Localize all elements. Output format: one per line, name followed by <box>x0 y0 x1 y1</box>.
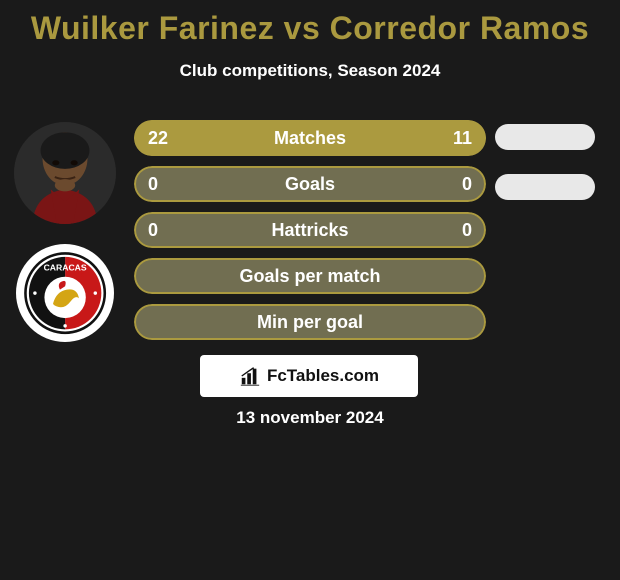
club-crest-icon: CARACAS F.C. <box>22 250 108 336</box>
stat-rows: 2211Matches 00Goals 00Hattricks Goals per m… <box>134 120 486 340</box>
stat-label: Goals per match <box>134 266 486 287</box>
stat-row: 00Goals <box>134 166 486 202</box>
stat-row: 00Hattricks <box>134 212 486 248</box>
right-player-column <box>490 124 600 200</box>
right-avatar-placeholder-1 <box>495 124 595 150</box>
page-title: Wuilker Farinez vs Corredor Ramos <box>0 0 620 47</box>
page-subtitle: Club competitions, Season 2024 <box>0 61 620 81</box>
comparison-card: Wuilker Farinez vs Corredor Ramos Club c… <box>0 0 620 81</box>
club-badge-left: CARACAS F.C. <box>16 244 114 342</box>
left-player-column: CARACAS F.C. <box>10 122 120 342</box>
stat-row: Min per goal <box>134 304 486 340</box>
avatar-placeholder-icon <box>14 122 116 224</box>
snapshot-date: 13 november 2024 <box>0 408 620 428</box>
stat-label: Goals <box>134 174 486 195</box>
stat-row: Goals per match <box>134 258 486 294</box>
player-avatar-left <box>14 122 116 224</box>
stat-row: 2211Matches <box>134 120 486 156</box>
stat-label: Matches <box>134 128 486 149</box>
bar-chart-icon <box>239 365 261 387</box>
stat-label: Hattricks <box>134 220 486 241</box>
svg-text:F.C.: F.C. <box>75 273 86 279</box>
svg-text:CARACAS: CARACAS <box>43 263 86 273</box>
brand-text: FcTables.com <box>267 366 379 386</box>
stat-label: Min per goal <box>134 312 486 333</box>
right-avatar-placeholder-2 <box>495 174 595 200</box>
brand-attribution: FcTables.com <box>200 355 418 397</box>
